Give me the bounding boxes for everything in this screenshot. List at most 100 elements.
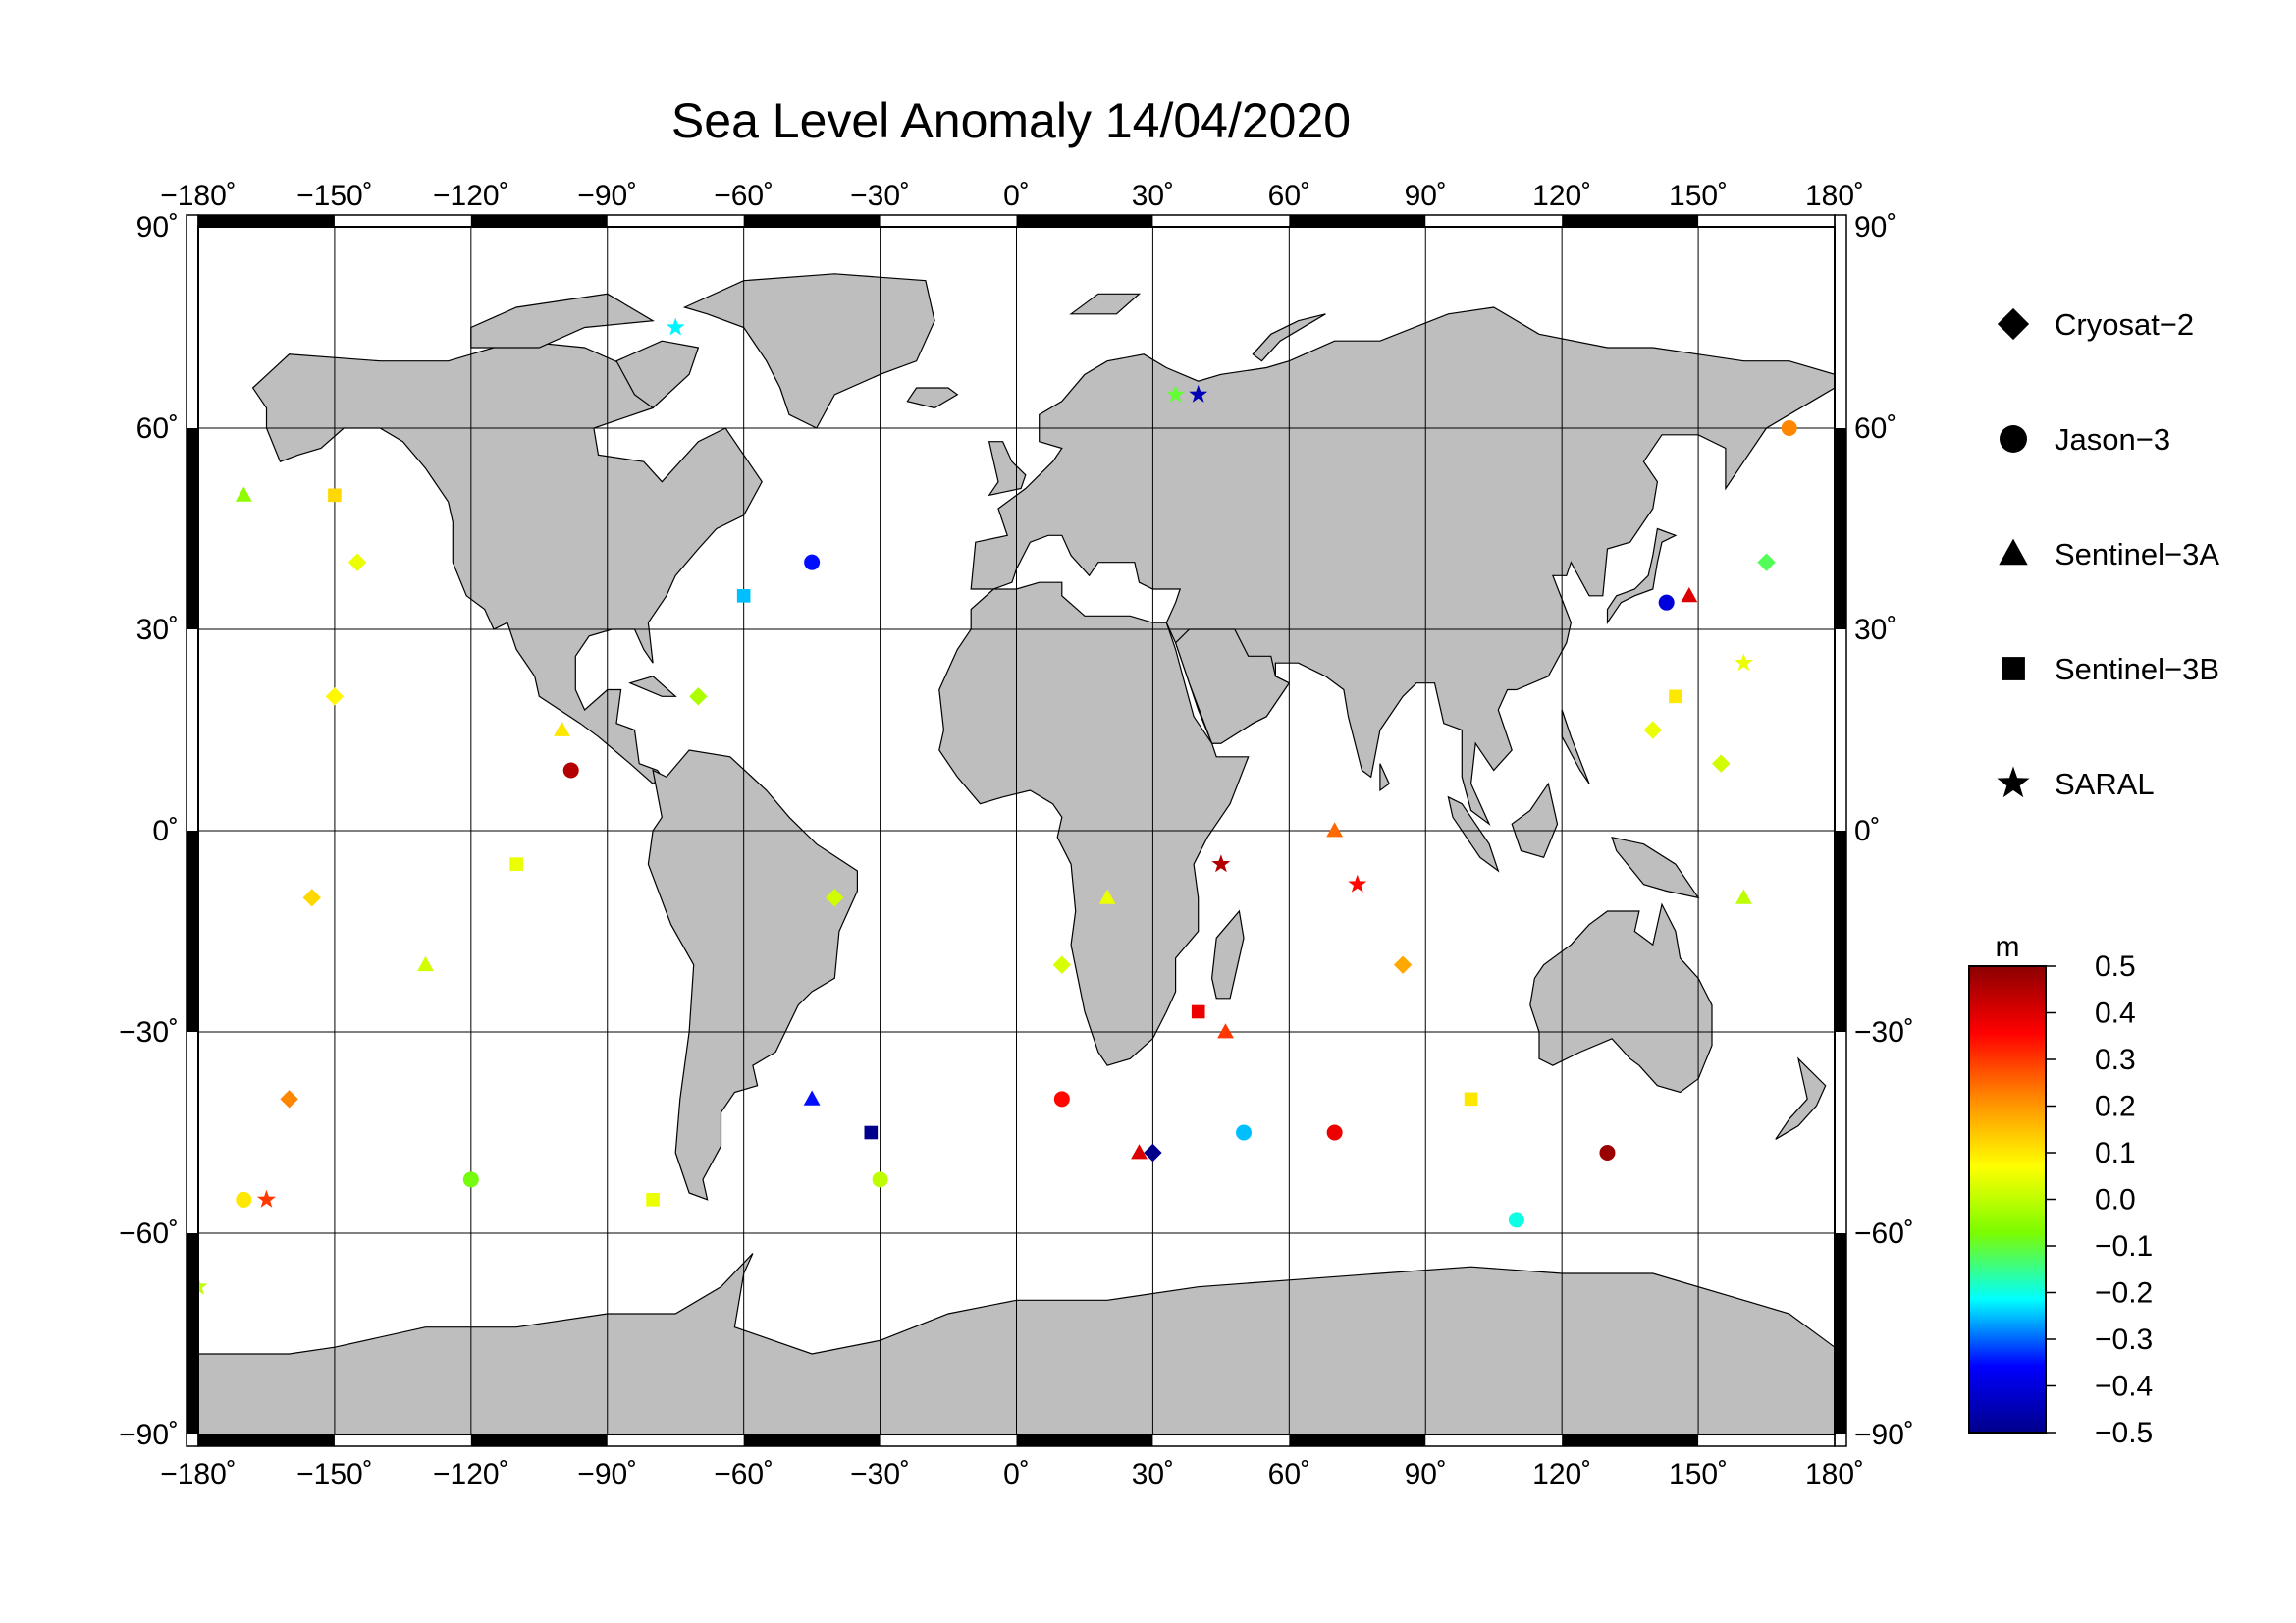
frame-band-bottom <box>743 1434 881 1446</box>
lat-tick-label-right: 30˚ <box>1854 614 1896 646</box>
colorbar: m 0.5 0.4 0.3 0.2 0.1 0.0 −0.1 −0.2 −0.3 −0.4 −0.5 <box>1968 931 2153 1449</box>
altimeter-track-points <box>198 317 1797 1295</box>
legend-label: SARAL <box>2055 767 2155 801</box>
lon-tick-label-bottom: −60˚ <box>714 1458 774 1490</box>
landmass-sri-lanka <box>1379 763 1390 792</box>
frame-band-bottom <box>198 1434 335 1446</box>
colorbar-tick-label: 0.3 <box>2095 1044 2136 1076</box>
legend-label: Cryosat−2 <box>2055 307 2194 342</box>
lat-tick-label-left: 30˚ <box>136 614 179 646</box>
track-point-circle <box>1781 420 1797 436</box>
track-point-square <box>509 857 523 871</box>
track-point-circle <box>462 1171 479 1188</box>
track-point-circle <box>1508 1212 1524 1228</box>
track-point-diamond <box>302 889 321 907</box>
track-point-circle <box>1236 1124 1253 1141</box>
lon-tick-label-bottom: 180˚ <box>1805 1458 1864 1490</box>
lon-tick-label-top: 30˚ <box>1132 180 1174 212</box>
frame-band-top <box>1016 215 1153 227</box>
track-point-diamond <box>347 553 367 571</box>
lat-tick-label-left: −30˚ <box>119 1016 179 1049</box>
track-point-triangle <box>1326 822 1344 838</box>
landmass-greenland <box>682 273 935 429</box>
landmass-new-zealand <box>1775 1056 1827 1140</box>
frame-band-top <box>198 215 335 227</box>
lon-tick-label-bottom: 30˚ <box>1132 1458 1174 1490</box>
frame-band-bottom <box>1016 1434 1153 1446</box>
track-point-diamond <box>1643 721 1662 739</box>
track-point-star <box>1189 384 1208 403</box>
landmass-indonesia-borneo <box>1511 782 1559 859</box>
frame-band-bottom <box>1562 1434 1699 1446</box>
lon-tick-label-bottom: −90˚ <box>577 1458 637 1490</box>
landmass-australia <box>1529 902 1713 1094</box>
track-point-square <box>1191 1004 1205 1019</box>
lon-tick-label-bottom: −120˚ <box>433 1458 509 1490</box>
landmass-iceland <box>906 387 959 409</box>
track-point-star <box>1734 653 1753 672</box>
track-point-circle <box>236 1191 252 1208</box>
lat-tick-label-right: −30˚ <box>1854 1016 1914 1049</box>
track-point-triangle <box>235 486 252 502</box>
legend-label: Sentinel−3B <box>2055 652 2219 686</box>
frame-band-right <box>1835 428 1846 629</box>
track-point-star <box>1211 854 1231 873</box>
track-point-diamond <box>325 687 345 706</box>
frame-band-top <box>470 215 608 227</box>
colorbar-tick-label: −0.5 <box>2095 1417 2153 1449</box>
track-point-circle <box>1326 1124 1343 1141</box>
landmass-novaya-zemlya <box>1252 313 1326 362</box>
track-point-triangle <box>1735 889 1752 904</box>
map-frame <box>186 214 1847 1447</box>
track-point-triangle <box>1131 1144 1148 1160</box>
track-point-star <box>666 317 685 336</box>
track-point-circle <box>1599 1145 1616 1161</box>
track-point-diamond <box>826 889 844 907</box>
track-point-diamond <box>689 687 708 706</box>
track-point-circle <box>1053 1091 1070 1108</box>
colorbar-tick-label: 0.5 <box>2095 950 2136 983</box>
lat-tick-label-right: 0˚ <box>1854 815 1881 847</box>
lon-tick-label-top: 150˚ <box>1669 180 1728 212</box>
frame-outline-right <box>1834 214 1847 1447</box>
frame-band-left <box>187 831 198 1032</box>
lat-tick-label-left: −90˚ <box>119 1419 179 1451</box>
track-point-star <box>1348 874 1367 893</box>
lon-tick-label-top: −180˚ <box>160 180 237 212</box>
track-point-diamond <box>1712 754 1731 773</box>
frame-band-bottom <box>1289 1434 1426 1446</box>
lon-tick-label-top: 90˚ <box>1405 180 1447 212</box>
frame-band-left <box>187 428 198 629</box>
chart-title: Sea Level Anomaly 14/04/2020 <box>671 93 1351 148</box>
lat-tick-label-right: 60˚ <box>1854 412 1896 445</box>
lon-tick-label-top: −120˚ <box>433 180 509 212</box>
landmass-south-america <box>647 749 859 1201</box>
track-point-star <box>256 1189 276 1208</box>
lon-tick-label-top: 120˚ <box>1532 180 1591 212</box>
track-point-square <box>646 1193 660 1207</box>
lon-tick-label-top: −30˚ <box>850 180 910 212</box>
track-point-circle <box>804 554 821 570</box>
landmass-japan <box>1606 527 1678 625</box>
frame-band-top <box>1562 215 1699 227</box>
lon-tick-label-bottom: 60˚ <box>1268 1458 1310 1490</box>
colorbar-tick-label: −0.2 <box>2095 1277 2153 1310</box>
track-point-diamond <box>1052 955 1072 974</box>
frame-outline-left <box>186 214 199 1447</box>
track-point-square <box>1464 1092 1478 1107</box>
track-point-diamond <box>1393 955 1413 974</box>
legend-label: Jason−3 <box>2055 422 2170 457</box>
map-area: −180˚ −180˚ −150˚ −150˚ −120˚ −120˚ −90˚ −90˚ −6… <box>119 180 1914 1490</box>
track-point-star <box>1166 384 1186 403</box>
graticule-grid <box>198 227 1835 1434</box>
track-point-star <box>198 1276 208 1295</box>
landmass-svalbard <box>1069 293 1142 315</box>
colorbar-tick-label: 0.2 <box>2095 1091 2136 1123</box>
landmass-madagascar <box>1210 909 1245 1000</box>
legend-label: Sentinel−3A <box>2055 537 2219 571</box>
track-point-triangle <box>1098 889 1116 904</box>
lon-tick-label-bottom: −150˚ <box>296 1458 373 1490</box>
lon-tick-label-top: 60˚ <box>1268 180 1310 212</box>
landmass-baffin <box>615 340 700 409</box>
landmass-eurasia <box>970 306 1835 827</box>
